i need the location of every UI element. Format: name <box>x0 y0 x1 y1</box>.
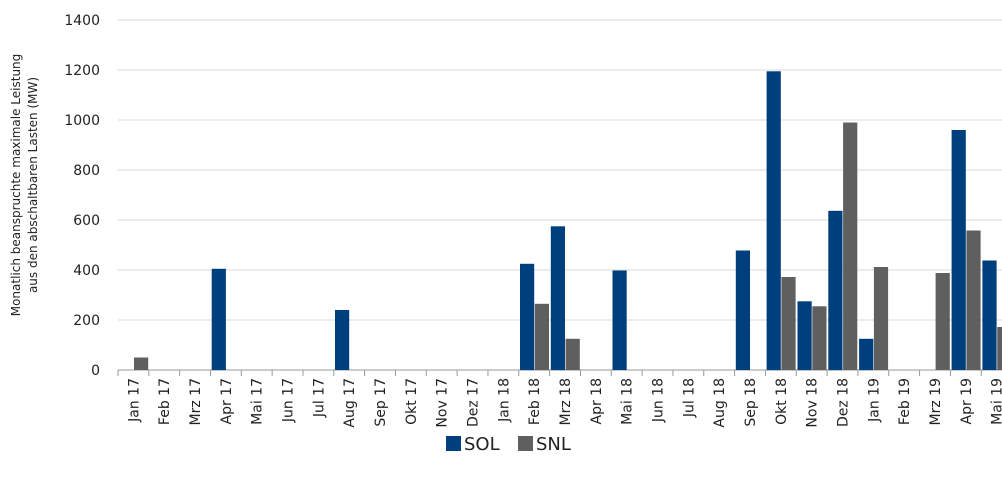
y-tick-label: 0 <box>91 363 100 379</box>
legend-label-sol: SOL <box>464 434 500 455</box>
x-tick-label: Jun 17 <box>281 378 297 423</box>
bar-sol <box>211 268 226 371</box>
bar-sol <box>797 301 812 371</box>
bar-sol <box>612 270 627 370</box>
x-tick-label: Okt 18 <box>774 378 790 425</box>
legend-label-snl: SNL <box>536 434 571 455</box>
x-tick-label: Feb 18 <box>527 378 543 425</box>
x-tick-label: Mrz 17 <box>188 378 204 425</box>
x-tick-label: Nov 18 <box>805 378 821 428</box>
bar-sol <box>735 250 750 370</box>
x-tick-label: Mrz 18 <box>558 378 574 425</box>
y-tick-label: 1400 <box>64 13 100 29</box>
bars <box>134 71 1002 371</box>
bar-snl <box>997 327 1002 370</box>
x-tick-label: Mrz 19 <box>928 378 944 425</box>
x-tick-label: Jan 17 <box>126 378 142 423</box>
bar-snl <box>873 267 889 370</box>
x-tick-label: Jan 18 <box>496 378 512 423</box>
bar-sol <box>982 260 997 370</box>
bar-snl <box>781 277 796 370</box>
y-axis-label-line1: Monatlich beanspruchte maximale Leistung <box>9 54 23 317</box>
bar-snl <box>812 306 827 371</box>
legend-swatch-snl <box>518 436 533 451</box>
y-axis-label-line2: aus den abschaltbaren Lasten (MW) <box>26 77 40 293</box>
bar-sol <box>520 263 535 371</box>
x-tick-label: Sep 18 <box>743 378 759 427</box>
x-tick-label: Mai 19 <box>990 378 1002 425</box>
x-tick-label: Jan 19 <box>866 378 882 423</box>
y-tick-label: 600 <box>73 213 100 229</box>
bar-snl <box>966 230 981 370</box>
x-tick-label: Apr 18 <box>589 378 605 424</box>
bar-snl <box>565 338 580 371</box>
x-tick-label: Aug 18 <box>712 378 728 428</box>
y-tick-label: 400 <box>73 263 100 279</box>
y-tick-label: 200 <box>73 313 100 329</box>
bar-snl <box>843 122 858 370</box>
x-tick-label: Nov 17 <box>435 378 451 428</box>
bar-snl <box>534 303 549 371</box>
x-tick-label: Jun 18 <box>651 378 667 423</box>
x-tick-label: Feb 19 <box>897 378 913 425</box>
y-tick-label: 1200 <box>64 63 100 79</box>
x-tick-label: Mai 17 <box>250 378 266 425</box>
x-tick-label: Sep 17 <box>373 378 389 427</box>
bar-sol <box>828 210 843 371</box>
x-tick-label: Apr 19 <box>959 378 975 424</box>
x-tick-label: Mai 18 <box>620 378 636 425</box>
x-tick-label: Dez 18 <box>836 378 852 427</box>
x-tick-label: Okt 17 <box>404 378 420 425</box>
x-tick-label: Jul 18 <box>681 378 697 418</box>
y-axis: 0 200 400 600 800 1000 1200 1400 <box>64 13 100 379</box>
bar-sol <box>550 226 565 371</box>
legend-swatch-sol <box>446 436 461 451</box>
x-tick-label: Jul 17 <box>311 378 327 418</box>
x-tick-label: Dez 17 <box>466 378 482 427</box>
bar-sol <box>335 310 350 370</box>
bar-sol <box>859 338 874 371</box>
bar-sol <box>951 130 966 370</box>
x-axis: Jan 17 Feb 17 Mrz 17 Apr 17 Mai 17 Jun 17 Jul … <box>117 370 1002 428</box>
bar-snl <box>935 273 950 370</box>
y-tick-label: 800 <box>73 163 100 179</box>
x-tick-label: Feb 17 <box>157 378 173 425</box>
bar-snl <box>134 357 149 370</box>
x-tick-label: Apr 17 <box>219 378 235 424</box>
x-tick-label: Aug 17 <box>342 378 358 428</box>
bar-sol <box>766 71 781 371</box>
y-tick-label: 1000 <box>64 113 100 129</box>
legend: SOL SNL <box>446 434 571 455</box>
